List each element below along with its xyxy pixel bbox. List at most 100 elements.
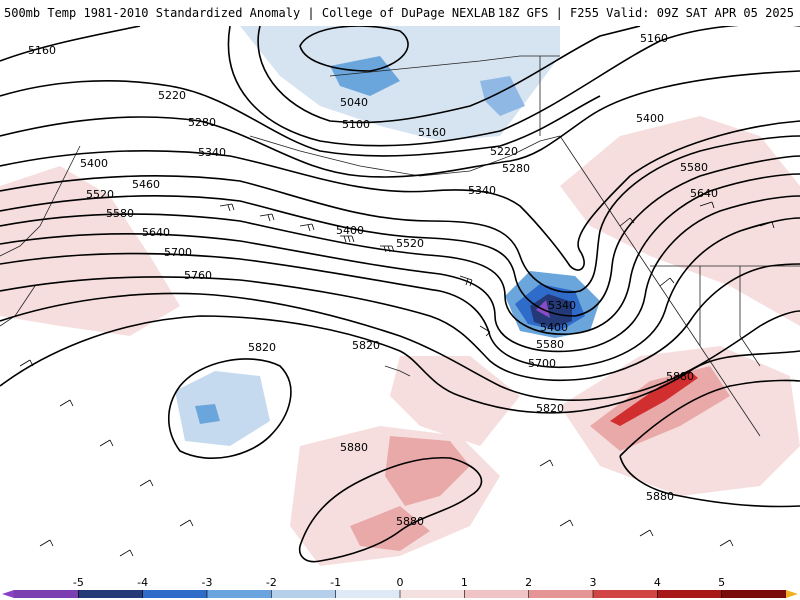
contour-label: 5820 [248, 341, 276, 354]
contour-label: 5580 [680, 161, 708, 174]
contour-label: 5340 [548, 299, 576, 312]
contour-label: 5340 [468, 184, 496, 197]
colorbar-swatch [207, 590, 272, 598]
colorbar-swatch [593, 590, 658, 598]
contour-5460 [0, 155, 800, 317]
wind-barb [459, 275, 473, 287]
colorbar-swatch [78, 590, 144, 598]
contour-5880-se [619, 379, 800, 508]
colorbar-tick-label: -5 [73, 576, 84, 589]
contour-5820 [0, 315, 800, 414]
contour-5820-pacific [168, 358, 292, 459]
colorbar-swatch [464, 590, 530, 598]
colorbar-tick-label: 1 [461, 576, 468, 589]
wind-barb [559, 519, 574, 527]
contour-label: 5400 [80, 157, 108, 170]
colorbar-swatch [335, 590, 401, 598]
colorbar-tick-label: 4 [654, 576, 661, 589]
wind-barb [99, 439, 114, 447]
weather-map: 5160 5160 5040 5100 5160 5220 5220 5280 … [0, 26, 800, 574]
warm-anomaly-south-mid [385, 436, 470, 506]
wind-barb [719, 539, 734, 547]
cold-anomaly-pacific-core [195, 404, 220, 424]
colorbar-tick-label: -3 [202, 576, 213, 589]
contour-label: 5520 [396, 237, 424, 250]
colorbar-swatch [657, 590, 723, 598]
warm-anomaly-south-central [390, 356, 520, 446]
map-title: 500mb Temp 1981-2010 Standardized Anomal… [4, 6, 496, 20]
contour-label: 5880 [340, 441, 368, 454]
coastline-hawaii [384, 365, 411, 377]
warm-anomaly-se-core [610, 371, 698, 426]
contour-label: 5400 [540, 321, 568, 334]
wind-barb [659, 277, 675, 287]
colorbar-tick-label: 2 [525, 576, 532, 589]
wind-barb [619, 217, 635, 227]
contour-label: 5220 [158, 89, 186, 102]
wind-barbs [19, 201, 775, 557]
contour-5040 [299, 26, 409, 72]
colorbar-ticks: -5 -4 -3 -2 -1 0 1 2 3 4 5 [73, 576, 725, 598]
contour-label: 5880 [396, 515, 424, 528]
model-run-info: 18Z GFS | F255 Valid: 09Z SAT APR 05 202… [497, 6, 794, 20]
warm-anomaly-south-mid-2 [350, 506, 430, 551]
wind-barb [119, 549, 134, 557]
anomaly-shading [0, 26, 800, 566]
colorbar-tick-label: -4 [137, 576, 148, 589]
wind-barb [759, 221, 775, 229]
wind-barb [340, 235, 355, 243]
coastline-alaska-north [329, 55, 560, 77]
contour-label: 5640 [690, 187, 718, 200]
contour-label: 5400 [636, 112, 664, 125]
contour-label: 5280 [502, 162, 530, 175]
wind-barb [539, 459, 554, 467]
contour-5580 [0, 195, 800, 353]
warm-anomaly-west [0, 166, 180, 336]
coastline-japan [0, 285, 36, 327]
contour-label: 5880 [646, 490, 674, 503]
wind-barb [699, 201, 715, 209]
wind-barb [639, 529, 654, 537]
colorbar-cap-high [786, 590, 798, 598]
contour-5220 [0, 79, 601, 157]
contour-5760 [0, 292, 800, 402]
contour-label: 5520 [86, 188, 114, 201]
wind-barb [219, 203, 235, 212]
colorbar-tick-label: 0 [397, 576, 404, 589]
contour-label: 5340 [198, 146, 226, 159]
contour-label: 5760 [184, 269, 212, 282]
contour-label: 5280 [188, 116, 216, 129]
contour-5340 [0, 120, 800, 271]
wind-barb [39, 539, 54, 547]
contour-label: 5880 [666, 370, 694, 383]
cold-anomaly-north [240, 26, 560, 141]
colorbar-swatch [400, 590, 465, 598]
contour-label: 5460 [132, 178, 160, 191]
contour-5640 [0, 217, 800, 369]
contour-label: 5700 [164, 246, 192, 259]
contour-5700 [0, 263, 800, 382]
contour-label: 5640 [142, 226, 170, 239]
contour-5400 [0, 135, 800, 293]
wind-barb [299, 223, 315, 232]
colorbar-swatch [271, 590, 337, 598]
colorbar-swatches [2, 590, 798, 598]
contour-5160 [0, 26, 800, 147]
contour-label: 5700 [528, 357, 556, 370]
cold-anomaly-pacific [175, 371, 270, 446]
wind-barb [59, 399, 74, 407]
height-contours [0, 26, 800, 563]
contour-label: 5100 [342, 118, 370, 131]
contour-5880-hawaii [298, 456, 483, 563]
contour-label: 5160 [640, 32, 668, 45]
colorbar-cap-low [2, 590, 14, 598]
contour-5520 [0, 173, 800, 335]
contour-label: 5820 [352, 339, 380, 352]
wind-barb [380, 245, 395, 253]
wind-barb [179, 519, 194, 527]
coastline-alaska [249, 135, 561, 177]
contour-label: 5040 [340, 96, 368, 109]
colorbar-swatch [14, 590, 79, 598]
colorbar-swatch [721, 590, 787, 598]
wind-barb [479, 325, 491, 337]
